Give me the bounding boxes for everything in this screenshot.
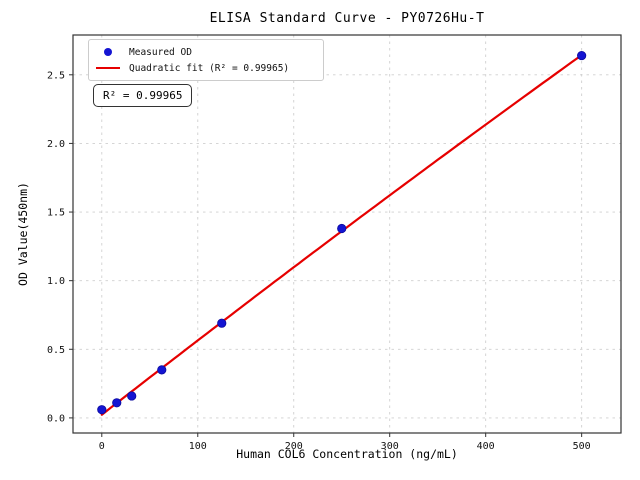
y-tick-label: 2.5 [47,70,65,81]
legend: Measured OD Quadratic fit (R² = 0.99965) [88,39,324,81]
r-squared-annotation: R² = 0.99965 [93,84,193,107]
data-point [157,365,167,375]
x-tick-label: 200 [285,441,303,452]
x-tick-label: 0 [99,441,105,452]
data-point [97,405,107,415]
legend-item-label: Quadratic fit (R² = 0.99965) [129,62,290,74]
y-axis-label: OD Value(450nm) [16,182,30,286]
x-axis-label: Human COL6 Concentration (ng/mL) [236,447,458,461]
legend-item-measured-od: Measured OD [95,44,317,60]
data-point [577,50,587,61]
x-tick-label: 100 [189,441,207,452]
quadratic-fit-line [100,53,583,416]
data-point [112,398,122,408]
data-point [127,391,137,401]
y-tick-label: 0.0 [47,413,65,424]
data-point [337,223,347,234]
scatter-marker-icon [95,48,121,56]
x-tick-label: 500 [573,441,591,452]
y-tick-label: 1.0 [47,276,65,287]
legend-item-label: Measured OD [129,46,192,58]
line-marker-icon [95,67,121,69]
data-point [217,318,227,328]
axes-frame [72,34,622,434]
chart-title: ELISA Standard Curve - PY0726Hu-T [209,11,485,26]
legend-item-quadratic-fit: Quadratic fit (R² = 0.99965) [95,60,317,76]
y-tick-label: 1.5 [47,208,65,219]
x-tick-label: 300 [381,441,399,452]
y-tick-label: 2.0 [47,139,65,150]
y-tick-label: 0.5 [47,345,65,356]
x-tick-label: 400 [477,441,495,452]
